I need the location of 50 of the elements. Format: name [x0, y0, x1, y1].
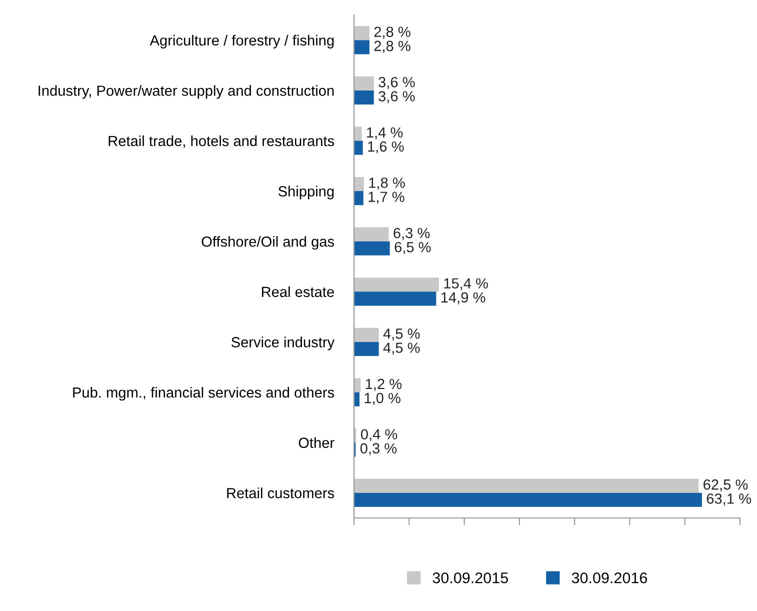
- data-label: 0,3 %: [360, 443, 397, 456]
- y-tick-label: Shipping: [278, 186, 334, 200]
- data-label: 1,8 %: [369, 178, 405, 190]
- data-label: 2,8 %: [374, 26, 410, 39]
- data-label: 1,0 %: [364, 392, 400, 405]
- y-tick-label: Service industry: [231, 336, 335, 350]
- legend-label: 30.09.2015: [432, 572, 508, 584]
- data-label: 15,4 %: [444, 278, 488, 290]
- data-label: 1,7 %: [368, 192, 404, 204]
- y-tick-label: Pub. mgm., financial services and others: [73, 386, 334, 401]
- data-label: 1,4 %: [367, 127, 403, 140]
- data-label: 0,4 %: [360, 429, 398, 442]
- bar: [354, 76, 374, 90]
- y-tick-label: Other: [298, 437, 334, 448]
- bar: [354, 492, 702, 507]
- data-label: 63,1 %: [706, 493, 751, 506]
- y-tick-label: Real estate: [262, 286, 334, 298]
- bar: [354, 176, 364, 192]
- y-tick-label: Industry, Power/water supply and construction: [38, 85, 334, 99]
- y-tick-label: Retail trade, hotels and restaurants: [108, 135, 334, 148]
- bar: [354, 191, 364, 206]
- bar: [354, 392, 360, 406]
- data-label: 1,2 %: [366, 378, 402, 391]
- data-label: 3,6 %: [378, 91, 415, 104]
- data-label: 6,3 %: [394, 228, 430, 240]
- bar: [354, 90, 374, 105]
- data-label: 4,5 %: [383, 342, 420, 355]
- bar: [354, 278, 439, 292]
- bar: [354, 40, 370, 54]
- data-label: 14,9 %: [441, 292, 486, 304]
- bar: [354, 26, 370, 40]
- bar: [354, 227, 389, 242]
- bar: [354, 241, 390, 256]
- bar: [354, 126, 362, 141]
- data-label: 6,5 %: [394, 242, 431, 254]
- bar: [354, 292, 436, 306]
- data-label: 2,8 %: [374, 40, 410, 53]
- bar: [354, 378, 361, 392]
- y-tick-label: Retail customers: [227, 488, 334, 498]
- data-label: 62,5 %: [704, 479, 748, 492]
- legend-label: 30.09.2016: [572, 572, 648, 584]
- data-label: 4,5 %: [383, 328, 420, 341]
- data-label: 3,6 %: [378, 76, 415, 90]
- data-label: 1,6 %: [368, 141, 404, 154]
- bar: [354, 140, 363, 155]
- bar: [354, 478, 699, 493]
- bar: [354, 328, 379, 342]
- bar: [354, 342, 379, 356]
- y-tick-label: Offshore/Oil and gas: [202, 236, 334, 250]
- y-tick-label: Agriculture / forestry / fishing: [150, 34, 334, 48]
